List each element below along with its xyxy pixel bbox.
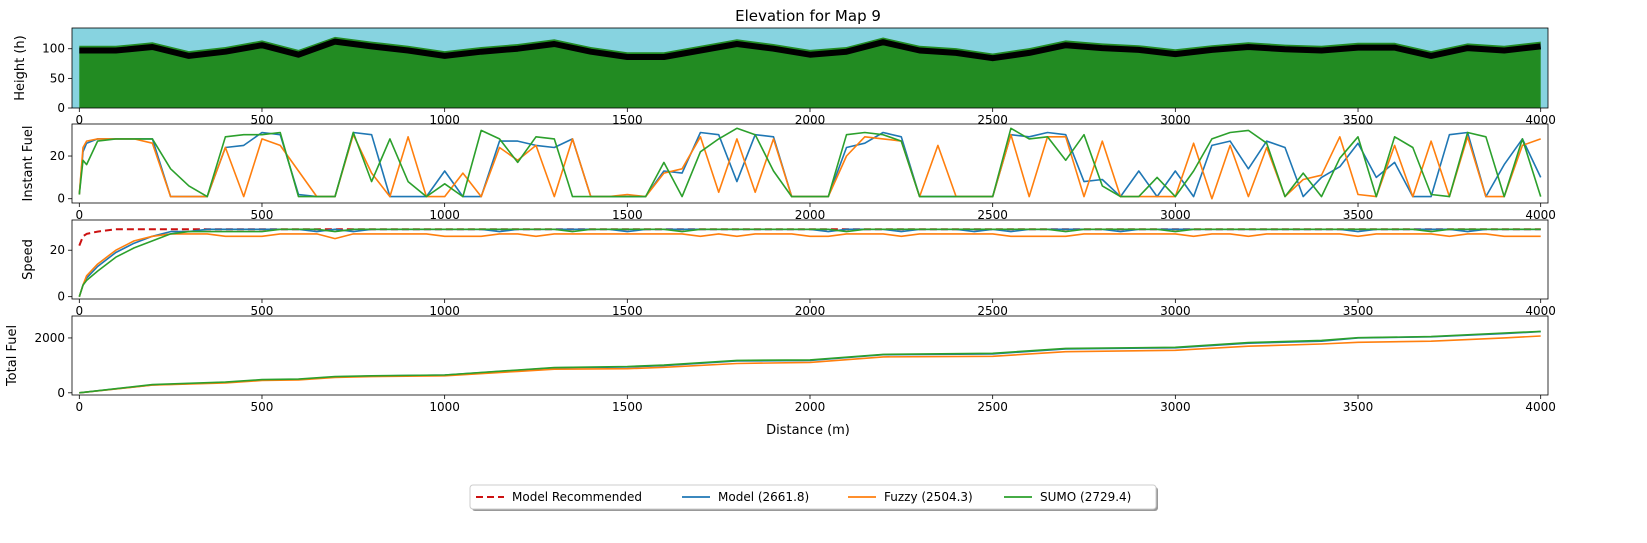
y-axis-label: Speed [21, 239, 36, 280]
series-sumo [79, 330, 1541, 394]
subplot-4: 0 500 1000 1500 2000 2500 3000 3500 4000 0 2000 Tot… [5, 315, 1556, 414]
y-tick-label: 2000 [34, 331, 65, 345]
x-tick-label: 1500 [612, 208, 643, 222]
legend-label-model-recommended: Model Recommended [512, 490, 642, 504]
x-tick-label: 1000 [429, 208, 460, 222]
x-tick-label: 1000 [429, 113, 460, 127]
x-tick-label: 3000 [1160, 304, 1191, 318]
y-tick-label: 0 [57, 386, 65, 400]
y-tick-label: 100 [42, 42, 65, 56]
legend-label-model: Model (2661.8) [718, 490, 809, 504]
y-tick-label: 50 [50, 71, 65, 85]
legend-box [469, 484, 1157, 510]
road-line [79, 38, 1542, 62]
x-tick-label: 3000 [1160, 113, 1191, 127]
legend-label-sumo: SUMO (2729.4) [1040, 490, 1131, 504]
series-model [78, 228, 1541, 297]
x-tick-label: 2500 [977, 400, 1008, 414]
series-sumo [78, 127, 1542, 198]
chart-title: Elevation for Map 9 [735, 7, 881, 25]
x-tick-label: 2500 [977, 113, 1008, 127]
subplot-1: 0 500 1000 1500 2000 2500 3000 3500 4000 0 50 100 He… [13, 27, 1556, 127]
series-fuzzy [79, 335, 1541, 394]
x-tick-label: 500 [251, 400, 274, 414]
x-tick-label: 1000 [429, 304, 460, 318]
y-tick-label: 0 [57, 192, 65, 206]
x-tick-label: 3500 [1343, 304, 1374, 318]
x-tick-label: 3500 [1343, 113, 1374, 127]
axes-frame [71, 315, 1549, 396]
x-tick-label: 0 [75, 208, 83, 222]
x-tick-label: 1500 [612, 400, 643, 414]
x-tick-label: 1000 [429, 400, 460, 414]
x-tick-label: 2500 [977, 304, 1008, 318]
series-fuzzy [78, 233, 1541, 297]
x-tick-label: 4000 [1525, 304, 1556, 318]
x-axis-label: Distance (m) [766, 423, 850, 438]
y-tick-label: 0 [57, 101, 65, 115]
series-model [78, 131, 1542, 198]
x-tick-label: 500 [251, 304, 274, 318]
y-tick-label: 20 [50, 243, 65, 257]
y-axis-label: Total Fuel [5, 325, 20, 387]
x-tick-label: 3000 [1160, 208, 1191, 222]
x-tick-label: 1500 [612, 304, 643, 318]
x-tick-label: 0 [75, 304, 83, 318]
series-model-recommended [78, 228, 1541, 246]
legend-label-fuzzy: Fuzzy (2504.3) [884, 490, 973, 504]
x-tick-label: 2000 [795, 208, 826, 222]
y-tick-label: 0 [57, 290, 65, 304]
x-tick-label: 500 [251, 113, 274, 127]
series-fuzzy [78, 133, 1541, 200]
x-tick-label: 2000 [795, 113, 826, 127]
x-tick-label: 2000 [795, 400, 826, 414]
x-tick-label: 4000 [1525, 113, 1556, 127]
series-sumo [78, 228, 1541, 297]
x-tick-label: 3000 [1160, 400, 1191, 414]
x-tick-label: 1500 [612, 113, 643, 127]
axes-frame [71, 219, 1549, 300]
x-tick-label: 0 [75, 113, 83, 127]
x-tick-label: 0 [75, 400, 83, 414]
x-tick-label: 2500 [977, 208, 1008, 222]
y-tick-label: 20 [50, 149, 65, 163]
subplot-3: 0 500 1000 1500 2000 2500 3000 3500 4000 0 20 Speed [21, 219, 1556, 318]
x-tick-label: 3500 [1343, 400, 1374, 414]
legend: Model Recommended Model (2661.8) Fuzzy (25… [469, 484, 1158, 511]
y-axis-label: Instant Fuel [21, 126, 36, 202]
x-tick-label: 3500 [1343, 208, 1374, 222]
subplot-2: 0 500 1000 1500 2000 2500 3000 3500 4000 0 20 Insta… [21, 123, 1556, 222]
x-tick-label: 500 [251, 208, 274, 222]
x-tick-label: 2000 [795, 304, 826, 318]
x-tick-label: 4000 [1525, 400, 1556, 414]
x-tick-label: 4000 [1525, 208, 1556, 222]
y-axis-label: Height (h) [13, 35, 28, 101]
